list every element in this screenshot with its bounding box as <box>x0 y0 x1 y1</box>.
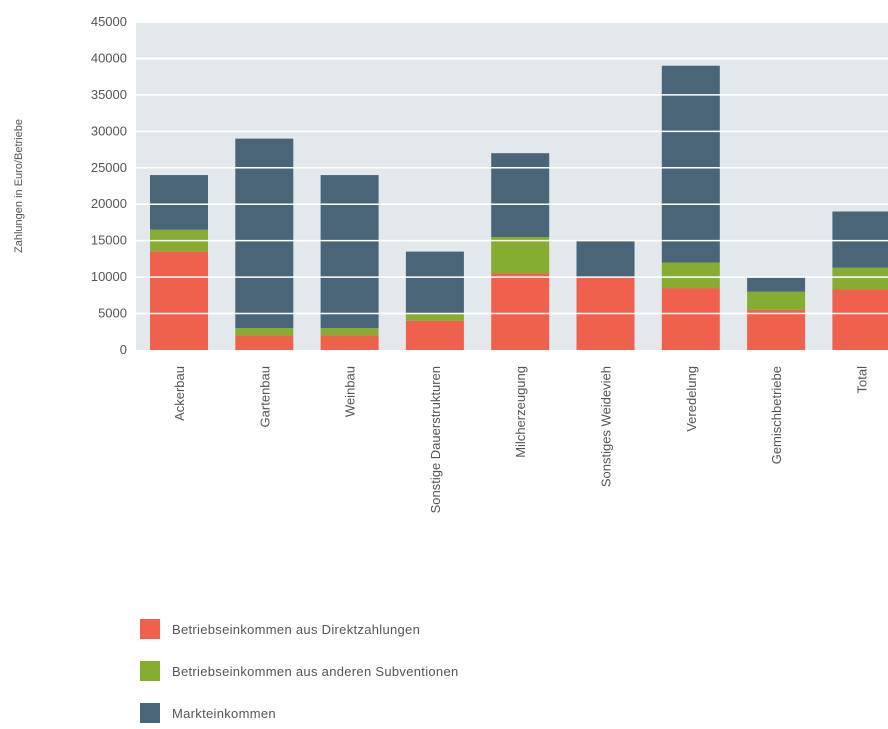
bar-segment <box>832 289 888 350</box>
legend-swatch <box>140 661 160 681</box>
y-tick-label: 30000 <box>91 123 127 138</box>
x-tick-label: Sonstige Dauerstrukturen <box>428 366 443 513</box>
y-tick-label: 25000 <box>91 160 127 175</box>
bar-segment <box>747 309 806 350</box>
legend-label: Betriebseinkommen aus Direktzahlungen <box>172 621 421 637</box>
y-tick-label: 35000 <box>91 87 127 102</box>
bar-segment <box>491 237 550 274</box>
y-tick-label: 40000 <box>91 50 127 65</box>
bar-segment <box>405 251 464 314</box>
bar-segment <box>832 211 888 268</box>
x-tick-label: Total <box>854 366 869 394</box>
bar-segment <box>235 138 294 329</box>
y-tick-label: 5000 <box>98 306 127 321</box>
y-tick-label: 10000 <box>91 269 127 284</box>
x-axis-labels: Ackerbau Gartenbau Weinbau Sonstige Dauerst… <box>172 366 869 514</box>
legend-label: Markteinkommen <box>172 705 276 721</box>
y-tick-label: 0 <box>120 342 127 357</box>
bar-segment <box>320 328 379 336</box>
bar-segment <box>150 175 208 230</box>
legend-item-direktzahlungen: Betriebseinkommen aus Direktzahlungen <box>140 618 459 640</box>
bar-segment <box>320 335 379 350</box>
bar-segment <box>576 240 635 278</box>
bar-segment <box>747 277 806 292</box>
legend-label: Betriebseinkommen aus anderen Subvention… <box>172 663 459 679</box>
x-tick-label: Milcherzeugung <box>513 366 528 458</box>
x-tick-label: Gartenbau <box>257 366 272 427</box>
x-tick-label: Veredelung <box>684 366 699 432</box>
bar-segment <box>832 267 888 290</box>
y-tick-label: 15000 <box>91 233 127 248</box>
x-tick-label: Gemischbetriebe <box>769 366 784 464</box>
legend-swatch <box>140 619 160 639</box>
bar-segment <box>320 175 379 329</box>
y-axis-label: Zahlungen in Euro/Betriebe <box>13 119 25 253</box>
legend-swatch <box>140 703 160 723</box>
bar-segment <box>491 153 550 238</box>
bar-segment <box>150 251 208 350</box>
bar-segment <box>661 288 720 350</box>
y-tick-label: 45000 <box>91 14 127 29</box>
x-tick-label: Weinbau <box>343 366 358 417</box>
gridlines-overlay <box>136 21 888 315</box>
y-tick-label: 20000 <box>91 196 127 211</box>
bar-segment <box>235 328 294 336</box>
stacked-bar-chart: 0 5000 10000 15000 20000 25000 30000 35000 40000… <box>13 14 888 514</box>
bar-segment <box>405 313 464 321</box>
legend: Betriebseinkommen aus Direktzahlungen Be… <box>140 618 459 724</box>
bar-segment <box>661 262 720 289</box>
x-tick-label: Ackerbau <box>172 366 187 421</box>
bar-segment <box>491 273 550 350</box>
y-axis-ticks: 0 5000 10000 15000 20000 25000 30000 35000 40000… <box>91 14 127 357</box>
legend-item-markteinkommen: Markteinkommen <box>140 702 459 724</box>
bars <box>150 65 888 350</box>
bar-segment <box>235 335 294 350</box>
legend-item-subventionen: Betriebseinkommen aus anderen Subvention… <box>140 660 459 682</box>
bar-segment <box>747 291 806 310</box>
bar-segment <box>405 320 464 350</box>
bar-segment <box>661 65 720 263</box>
x-tick-label: Sonstiges Weidevieh <box>599 366 614 487</box>
